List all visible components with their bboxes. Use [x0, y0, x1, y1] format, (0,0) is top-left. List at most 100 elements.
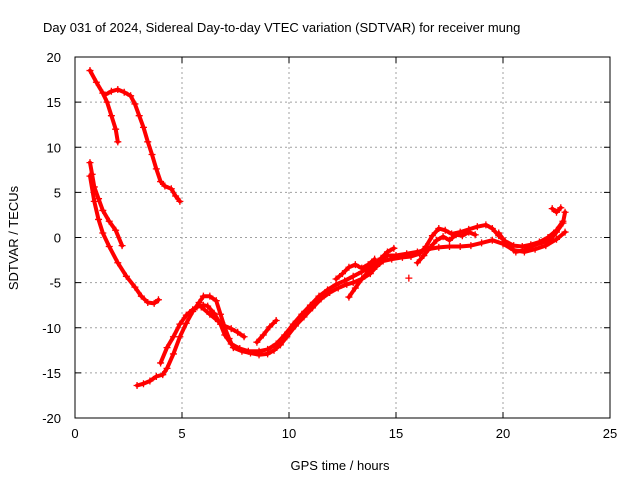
- data-point: [482, 221, 490, 229]
- data-point: [122, 272, 130, 280]
- y-tick-label: -15: [42, 366, 61, 381]
- data-point: [204, 302, 212, 310]
- data-point: [266, 323, 274, 331]
- data-point: [371, 255, 379, 263]
- data-point: [281, 331, 289, 339]
- data-point: [289, 320, 297, 328]
- data-point: [197, 303, 205, 311]
- data-point: [529, 242, 537, 250]
- data-point: [364, 261, 372, 269]
- data-point: [244, 347, 252, 355]
- data-point: [221, 322, 229, 330]
- data-point: [306, 301, 314, 309]
- data-point: [144, 138, 152, 146]
- x-axis-label: GPS time / hours: [291, 458, 390, 473]
- grid: [75, 57, 610, 418]
- data-point: [435, 243, 443, 251]
- data-point: [553, 208, 560, 216]
- data-point: [495, 229, 503, 237]
- data-point: [182, 311, 190, 319]
- data-point: [465, 228, 473, 236]
- series-track-9: [345, 244, 398, 301]
- data-point: [446, 236, 453, 244]
- x-tick-label: 0: [71, 426, 78, 441]
- data-point: [86, 159, 94, 167]
- data-point: [548, 205, 556, 213]
- data-point: [435, 224, 443, 232]
- data-point: [92, 78, 100, 86]
- data-point: [154, 296, 162, 304]
- data-point: [206, 310, 214, 318]
- data-point: [298, 310, 306, 318]
- series-track-6: [157, 228, 569, 367]
- data-point: [144, 298, 152, 306]
- data-point: [334, 284, 342, 292]
- data-point: [324, 286, 332, 294]
- data-point: [157, 359, 165, 367]
- data-point: [101, 91, 109, 99]
- series-track-7: [197, 303, 248, 341]
- data-point: [377, 254, 385, 262]
- series-track-11: [413, 228, 479, 267]
- data-point: [351, 284, 359, 292]
- data-point: [206, 292, 214, 300]
- x-tick-label: 5: [178, 426, 185, 441]
- data-point: [390, 244, 398, 252]
- data-point: [176, 197, 184, 205]
- y-tick-label: 5: [54, 185, 61, 200]
- series-track-13: [548, 204, 565, 216]
- data-point: [559, 219, 567, 227]
- data-point: [90, 197, 98, 205]
- data-point: [199, 292, 207, 300]
- data-point: [553, 228, 560, 236]
- data-point: [86, 172, 94, 180]
- data-point: [176, 333, 184, 341]
- series-track-8: [253, 317, 280, 346]
- data-point: [157, 178, 165, 186]
- data-point: [139, 380, 147, 388]
- data-point: [95, 195, 103, 203]
- x-tick-label: 10: [282, 426, 296, 441]
- data-point: [433, 236, 441, 244]
- y-tick-label: 15: [47, 95, 61, 110]
- series-line: [254, 318, 279, 345]
- data-point: [133, 382, 141, 390]
- data-point: [553, 235, 560, 243]
- data-point: [107, 112, 115, 120]
- data-point: [272, 317, 280, 325]
- data-point: [315, 292, 323, 300]
- data-point: [99, 229, 107, 237]
- data-point: [105, 243, 113, 251]
- data-point: [189, 306, 197, 314]
- series-line: [346, 246, 396, 300]
- data-point: [349, 279, 357, 287]
- data-point: [358, 275, 366, 283]
- data-point: [538, 239, 546, 247]
- data-point: [105, 217, 113, 225]
- data-point: [176, 320, 184, 328]
- data-point: [456, 243, 464, 251]
- data-point: [420, 252, 428, 260]
- data-point: [169, 350, 177, 358]
- data-point: [99, 206, 107, 214]
- data-point: [95, 215, 103, 223]
- data-point: [259, 331, 267, 339]
- data-point: [471, 231, 479, 239]
- data-point: [439, 233, 447, 241]
- data-point: [114, 259, 122, 267]
- data-point: [163, 344, 171, 352]
- y-tick-label: -5: [49, 276, 61, 291]
- data-point: [236, 345, 244, 353]
- data-point: [270, 346, 278, 354]
- data-point: [139, 123, 147, 131]
- data-point: [351, 261, 359, 269]
- series-track-10: [332, 255, 379, 283]
- data-point: [161, 182, 169, 190]
- data-point: [358, 264, 366, 272]
- data-point: [114, 138, 122, 146]
- y-tick-label: -20: [42, 411, 61, 426]
- y-tick-label: 0: [54, 231, 61, 246]
- y-tick-label: -10: [42, 321, 61, 336]
- data-point: [557, 204, 565, 212]
